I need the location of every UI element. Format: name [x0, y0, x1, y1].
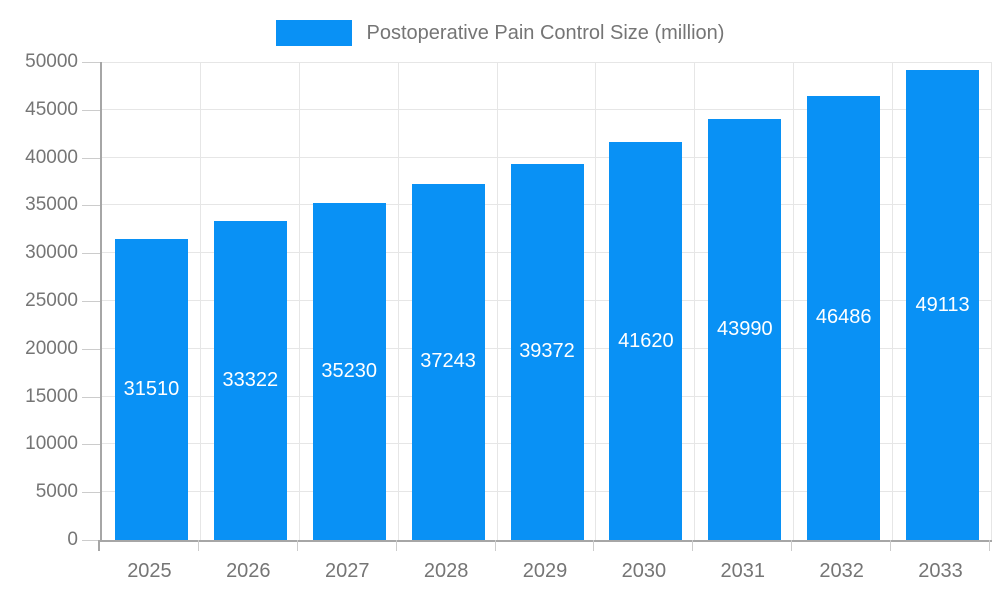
bar-2033[interactable]: 49113: [906, 70, 980, 540]
bar-value-label: 35230: [321, 360, 378, 383]
x-axis-tick: [494, 540, 496, 551]
legend-label: Postoperative Pain Control Size (million…: [366, 21, 725, 44]
gridline-x: [199, 62, 201, 540]
gridline-x: [298, 62, 300, 540]
y-axis-label: 15000: [25, 385, 78, 407]
x-axis-tick: [692, 540, 694, 551]
y-axis-tick: [82, 62, 100, 63]
bar-value-label: 31510: [123, 377, 180, 400]
y-axis-tick: [82, 253, 100, 255]
gridline-x: [595, 62, 597, 540]
x-axis-tick: [197, 540, 199, 551]
y-axis-label: 5000: [35, 481, 78, 503]
bar-2032[interactable]: 46486: [807, 95, 881, 540]
x-axis-tick: [791, 540, 793, 551]
y-axis-tick: [82, 348, 100, 350]
x-axis-tick: [593, 540, 595, 551]
bar-2029[interactable]: 39372: [510, 163, 584, 540]
x-axis-tick: [395, 540, 397, 551]
y-axis-tick: [82, 492, 100, 494]
bar-2030[interactable]: 41620: [609, 142, 683, 540]
x-axis-tick: [296, 540, 298, 551]
legend[interactable]: Postoperative Pain Control Size (million…: [0, 19, 1000, 47]
gridline-y-45000: [102, 108, 992, 110]
bar-2026[interactable]: 33322: [213, 221, 287, 540]
x-axis-tick: [989, 540, 990, 551]
x-axis-label-2032: 2032: [819, 560, 864, 582]
gridline-x: [793, 62, 795, 540]
gridline-x: [892, 62, 894, 540]
x-axis-label-2031: 2031: [720, 560, 766, 582]
x-axis-label-2026: 2026: [226, 560, 271, 582]
gridline-x: [496, 62, 498, 540]
y-axis-tick: [82, 540, 100, 541]
x-axis-tick: [890, 540, 892, 551]
y-axis-tick: [82, 109, 100, 111]
bar-value-label: 49113: [915, 293, 970, 316]
bar-value-label: 37243: [420, 350, 476, 373]
y-axis-label: 20000: [25, 337, 78, 359]
legend-swatch: [275, 20, 352, 46]
bar-value-label: 46486: [815, 306, 872, 329]
y-axis-tick: [82, 157, 100, 159]
bar-value-label: 43990: [716, 318, 773, 341]
gridline-y-50000: [102, 62, 992, 63]
y-axis-label: 40000: [25, 146, 78, 168]
gridline-x: [397, 62, 399, 540]
bar-2028[interactable]: 37243: [411, 183, 485, 540]
y-axis-tick: [82, 205, 100, 207]
bar-2027[interactable]: 35230: [312, 203, 386, 540]
y-axis-label: 50000: [25, 51, 78, 72]
y-axis-tick: [82, 396, 100, 398]
gridline-x: [694, 62, 696, 540]
gridline-y-40000: [102, 156, 992, 158]
bar-value-label: 33322: [222, 369, 279, 392]
x-axis-label-2029: 2029: [522, 560, 568, 582]
x-axis-label-2028: 2028: [423, 560, 469, 582]
x-axis-label-2027: 2027: [324, 560, 370, 582]
y-axis-label: 45000: [25, 98, 78, 120]
bar-2031[interactable]: 43990: [708, 119, 782, 540]
bar-value-label: 39372: [519, 340, 575, 363]
gridline-x: [991, 62, 992, 540]
y-axis-tick: [82, 444, 100, 446]
x-axis-label-2030: 2030: [621, 560, 667, 582]
bar-value-label: 41620: [618, 329, 674, 352]
bar-2025[interactable]: 31510: [114, 238, 188, 540]
y-axis-tick: [82, 301, 100, 302]
y-axis-label: 0: [67, 529, 78, 550]
y-axis-label: 25000: [25, 290, 78, 311]
x-axis-label-2033: 2033: [918, 560, 963, 582]
plot-area: 31510 33322 35230 37243 39372 41620 43990 46486…: [100, 62, 992, 542]
y-axis-label: 35000: [25, 194, 78, 216]
x-axis-label-2025: 2025: [127, 560, 172, 582]
y-axis-label: 30000: [25, 242, 78, 264]
x-axis-tick: [98, 540, 100, 551]
y-axis-label: 10000: [25, 433, 78, 455]
